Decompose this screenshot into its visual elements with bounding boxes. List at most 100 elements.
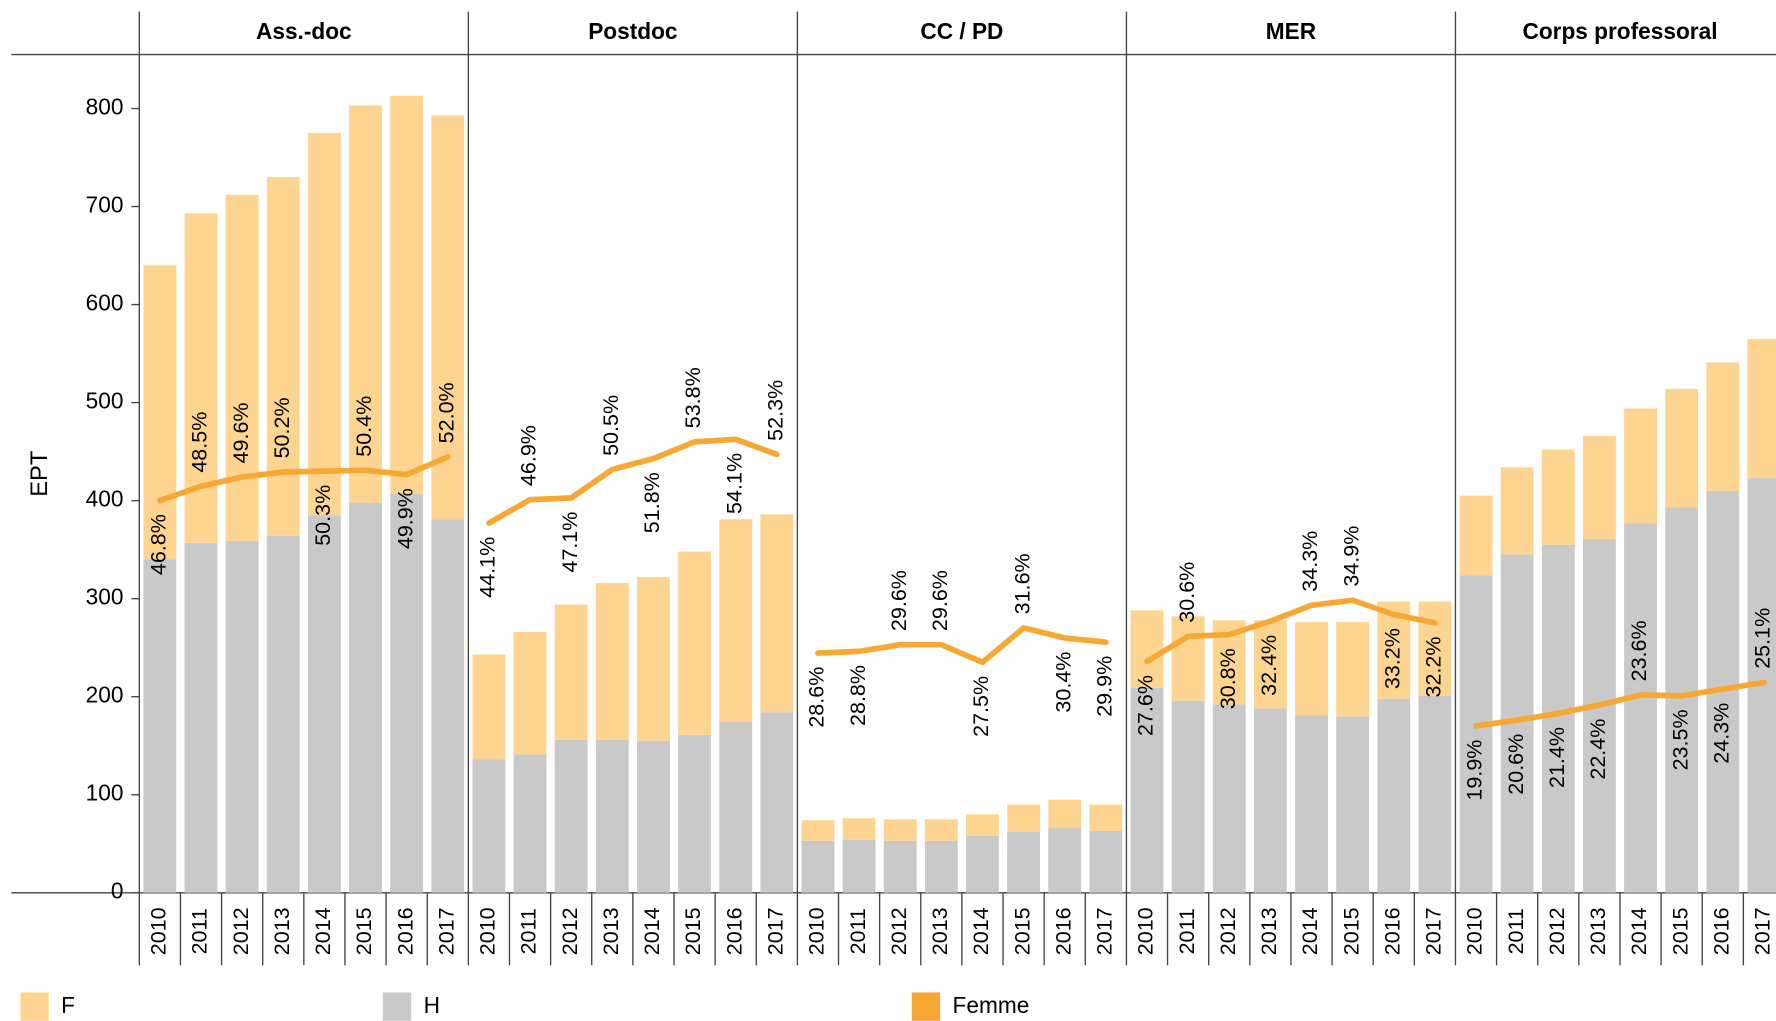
- x-tick-label: 2013: [1586, 907, 1610, 955]
- x-tick-label: 2014: [1298, 907, 1322, 955]
- value-label: 50.4%: [352, 396, 376, 457]
- value-label: 44.1%: [476, 537, 500, 598]
- line-femme: [815, 625, 1109, 666]
- value-label: 50.3%: [311, 485, 335, 546]
- panel-title: MER: [1266, 18, 1316, 44]
- x-tick-label: 2017: [1093, 907, 1117, 955]
- x-tick-label: 2017: [1422, 907, 1446, 955]
- x-tick-label: 2015: [1010, 907, 1034, 955]
- bar-h: [225, 540, 259, 893]
- x-tick-label: 2013: [928, 907, 952, 955]
- bar-f: [431, 115, 465, 520]
- legend-label: Femme: [953, 992, 1030, 1018]
- bar-f: [143, 265, 177, 560]
- bar-f: [1253, 620, 1287, 709]
- bar-h: [842, 839, 876, 893]
- value-label: 33.2%: [1380, 628, 1404, 689]
- x-tick-label: 2010: [805, 907, 829, 955]
- bar-f: [1171, 616, 1205, 701]
- x-tick-label: 2017: [434, 907, 458, 955]
- y-tick-label: 600: [86, 290, 124, 316]
- bar-f: [760, 514, 794, 713]
- x-tick-label: 2014: [1627, 907, 1651, 955]
- x-tick-label: 2015: [1339, 907, 1363, 955]
- bar-f: [1665, 388, 1699, 508]
- x-tick-label: 2016: [1051, 907, 1075, 955]
- x-tick-label: 2013: [1257, 907, 1281, 955]
- bar-h: [1377, 698, 1411, 893]
- value-label: 46.9%: [517, 425, 541, 486]
- y-tick-label: 500: [86, 388, 124, 414]
- bar-f: [1089, 804, 1123, 832]
- bar-h: [1253, 708, 1287, 893]
- x-tick-label: 2011: [188, 908, 212, 954]
- bar-h: [349, 502, 382, 893]
- bar-h: [472, 759, 506, 893]
- x-tick-label: 2014: [640, 907, 664, 955]
- value-label: 24.3%: [1709, 703, 1733, 764]
- legend-swatch: [911, 992, 941, 1021]
- line-femme: [157, 454, 451, 504]
- bar-f: [719, 519, 753, 722]
- value-label: 51.8%: [640, 472, 664, 533]
- bar-h: [1171, 700, 1205, 893]
- bar-h: [1130, 687, 1164, 893]
- value-label: 49.9%: [393, 488, 417, 549]
- x-tick-label: 2010: [1134, 907, 1158, 955]
- bar-h: [554, 739, 588, 893]
- y-tick-label: 100: [86, 780, 124, 806]
- value-label: 28.8%: [846, 665, 870, 726]
- x-tick-label: 2012: [1545, 907, 1569, 955]
- value-label: 20.6%: [1504, 734, 1528, 795]
- value-label: 22.4%: [1586, 719, 1610, 780]
- bar-f: [266, 177, 300, 536]
- value-label: 29.6%: [887, 570, 911, 631]
- bar-f: [307, 133, 341, 516]
- x-tick-label: 2016: [1709, 907, 1733, 955]
- bar-f: [513, 632, 547, 755]
- bar-f: [678, 551, 711, 735]
- bar-f: [883, 819, 917, 841]
- x-tick-label: 2015: [681, 907, 705, 955]
- legend-label: F: [61, 992, 75, 1018]
- bar-h: [307, 515, 341, 893]
- y-axis-label: EPT: [26, 451, 53, 497]
- bar-h: [1048, 828, 1082, 893]
- bar-f: [472, 654, 506, 760]
- value-label: 53.8%: [681, 367, 705, 428]
- y-tick-label: 700: [86, 192, 124, 218]
- bar-h: [760, 712, 794, 893]
- value-label: 50.2%: [270, 397, 294, 458]
- legend-label: H: [424, 992, 440, 1018]
- bar-h: [1665, 507, 1699, 893]
- value-label: 52.0%: [434, 382, 458, 443]
- bar-h: [966, 835, 999, 893]
- bar-h: [637, 740, 670, 893]
- x-tick-label: 2012: [229, 907, 253, 955]
- bar-h: [513, 754, 547, 893]
- bar-h: [719, 721, 753, 893]
- x-tick-label: 2011: [846, 908, 870, 954]
- x-tick-label: 2011: [1504, 908, 1528, 954]
- bar-h: [1295, 715, 1328, 893]
- x-tick-label: 2015: [352, 907, 376, 955]
- x-tick-label: 2014: [969, 907, 993, 955]
- x-tick-label: 2010: [147, 907, 171, 955]
- line-femme: [486, 436, 780, 526]
- bar-f: [349, 105, 382, 503]
- line-femme: [1144, 597, 1438, 665]
- value-label: 25.1%: [1751, 608, 1775, 669]
- value-label: 30.4%: [1051, 652, 1075, 713]
- bar-f: [801, 820, 835, 841]
- bar-h: [1418, 695, 1452, 893]
- x-tick-label: 2013: [599, 907, 623, 955]
- value-label: 34.3%: [1298, 531, 1322, 592]
- value-label: 28.6%: [805, 667, 829, 728]
- bar-h: [1089, 831, 1123, 893]
- value-label: 34.9%: [1339, 526, 1363, 587]
- bar-f: [1418, 601, 1452, 696]
- bar-h: [883, 840, 917, 893]
- bar-f: [184, 213, 218, 543]
- bar-f: [1706, 362, 1740, 491]
